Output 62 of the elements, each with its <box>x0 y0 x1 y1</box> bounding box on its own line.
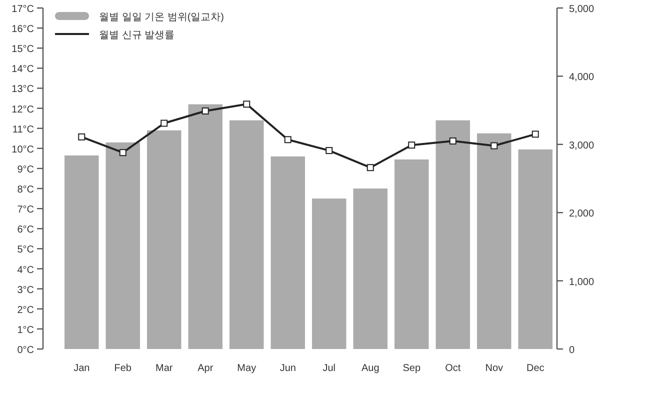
bar <box>477 133 512 349</box>
y2-tick-label: 3,000 <box>569 140 594 152</box>
y2-tick-label: 0 <box>569 345 575 356</box>
point <box>119 149 126 156</box>
y-tick-label: 5°C <box>17 244 34 256</box>
point <box>449 137 456 144</box>
bar <box>436 120 470 349</box>
y-tick-label: 2°C <box>17 304 34 316</box>
y-tick-label: 8°C <box>17 184 34 196</box>
point <box>78 133 86 140</box>
x-tick-label: May <box>237 363 256 374</box>
bar <box>230 120 264 349</box>
x-tick-label: Dec <box>526 363 544 374</box>
y-tick-label: 3°C <box>17 284 34 296</box>
point <box>490 142 498 150</box>
bar <box>353 188 388 349</box>
x-tick-label: Aug <box>361 363 380 374</box>
x-tick-label: Oct <box>445 363 461 374</box>
point <box>284 136 292 144</box>
point <box>532 130 539 138</box>
x-tick-label: Nov <box>485 363 504 374</box>
bar <box>106 142 140 349</box>
y-tick-label: 1°C <box>17 324 34 336</box>
point <box>243 100 250 108</box>
x-tick-label: Feb <box>114 363 132 374</box>
bar <box>270 156 305 349</box>
x-tick-label: Apr <box>198 363 214 374</box>
y2-tick-label: 1,000 <box>569 276 594 288</box>
bar <box>188 104 222 349</box>
x-tick-label: Sep <box>402 363 421 374</box>
y-tick-label: 12°C <box>12 104 34 116</box>
y-tick-label: 10°C <box>12 144 34 156</box>
y-tick-label: 11°C <box>12 124 34 136</box>
y-tick-label: 6°C <box>17 224 34 236</box>
bar <box>312 198 346 349</box>
y2-tick-label: 4,000 <box>569 72 594 84</box>
legend-label: 월별 일일 기온 범위(일교차) <box>99 12 224 23</box>
y-tick-label: 14°C <box>12 64 34 76</box>
bar <box>64 155 99 349</box>
bar <box>394 159 429 349</box>
y-tick-label: 7°C <box>17 204 34 216</box>
bar <box>518 149 552 349</box>
point <box>326 147 333 154</box>
y-tick-label: 13°C <box>12 84 34 96</box>
x-tick-label: Jun <box>280 363 296 374</box>
y-tick-label: 17°C <box>12 4 34 15</box>
y2-tick-label: 2,000 <box>569 208 594 220</box>
x-tick-label: Jul <box>322 363 336 374</box>
y-tick-label: 16°C <box>12 24 34 36</box>
bar <box>147 130 182 349</box>
y-tick-label: 15°C <box>12 44 34 56</box>
point <box>366 164 374 172</box>
point <box>160 120 168 127</box>
legend-label: 월별 신규 발생률 <box>99 30 175 41</box>
y-tick-label: 0°C <box>17 345 34 356</box>
point <box>408 142 416 149</box>
x-tick-label: Mar <box>156 363 174 374</box>
y2-tick-label: 5,000 <box>569 4 594 15</box>
point <box>202 107 209 114</box>
x-tick-label: Jan <box>74 363 90 374</box>
y-tick-label: 4°C <box>17 264 34 276</box>
y-tick-label: 9°C <box>17 164 34 176</box>
